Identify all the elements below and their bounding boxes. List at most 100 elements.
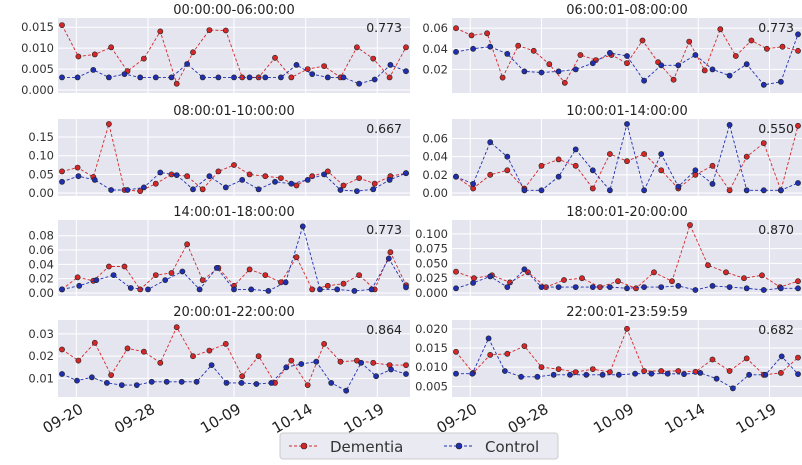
control-data-point xyxy=(403,284,409,291)
panel-title: 18:00:01-20:00:00 xyxy=(566,205,687,220)
control-data-point xyxy=(299,223,306,230)
dementia-series-line xyxy=(455,223,799,289)
dementia-data-point xyxy=(199,277,206,283)
control-data-point xyxy=(616,371,622,378)
panel-title: 10:00:01-14:00:00 xyxy=(566,104,687,119)
control-data-point xyxy=(675,282,682,289)
dementia-data-point xyxy=(231,162,237,168)
control-data-point xyxy=(504,51,511,57)
control-data-point xyxy=(624,53,630,59)
panel-title: 20:00:01-22:00:00 xyxy=(173,305,294,320)
dementia-data-point xyxy=(157,359,164,366)
y-tick-label: 0.050 xyxy=(415,256,448,270)
control-data-point xyxy=(206,173,213,180)
control-data-point xyxy=(681,371,687,377)
x-tick-label: 10-14 xyxy=(661,400,708,437)
control-data-point xyxy=(140,184,147,191)
dementia-data-point xyxy=(748,37,755,44)
control-data-point xyxy=(624,285,630,292)
dementia-data-point xyxy=(356,272,362,278)
dementia-data-point xyxy=(222,340,229,347)
control-series-line xyxy=(61,172,407,192)
dementia-data-point xyxy=(669,278,675,285)
y-tick-label: 0.000 xyxy=(21,83,54,97)
dementia-data-point xyxy=(795,278,801,285)
dementia-data-point xyxy=(91,51,98,58)
dementia-data-point xyxy=(561,79,568,86)
y-tick-label: 0.03 xyxy=(28,327,54,341)
control-data-point xyxy=(760,187,767,194)
control-data-point xyxy=(453,285,459,292)
control-data-point xyxy=(385,255,392,262)
control-data-point xyxy=(760,287,767,293)
dementia-series-line xyxy=(455,27,799,84)
dementia-data-point xyxy=(487,171,494,178)
dementia-data-point xyxy=(403,362,409,368)
control-data-point xyxy=(648,370,655,377)
control-data-point xyxy=(277,74,284,81)
dementia-data-point xyxy=(304,66,311,72)
dementia-data-point xyxy=(572,162,579,169)
dementia-data-point xyxy=(293,182,300,189)
dementia-data-point xyxy=(108,372,114,378)
y-tick-label: 0.10 xyxy=(28,149,54,163)
control-data-point xyxy=(238,379,245,386)
control-data-point xyxy=(190,186,196,193)
dementia-data-point xyxy=(59,346,65,353)
control-data-point xyxy=(268,379,275,386)
dementia-data-point xyxy=(124,345,131,352)
dementia-data-point xyxy=(59,22,65,28)
y-tick-label: 0.020 xyxy=(415,322,448,336)
control-data-point xyxy=(184,61,190,67)
dementia-data-point xyxy=(140,348,147,355)
y-tick-label: 0.06 xyxy=(422,132,448,146)
control-data-point xyxy=(89,374,95,381)
legend-dementia-marker xyxy=(300,442,308,450)
y-tick-label: 0.08 xyxy=(28,229,54,243)
control-data-point xyxy=(343,387,350,394)
control-data-point xyxy=(110,272,117,278)
panel-3: 0.00 0.05 0.10 0.15 08:00:01-10:00:00 0.667 xyxy=(28,104,410,200)
y-tick-label: 0.04 xyxy=(28,257,54,271)
y-tick-label: 0.075 xyxy=(415,242,448,256)
control-data-point xyxy=(589,60,596,67)
control-data-point xyxy=(179,268,186,275)
y-tick-label: 0.005 xyxy=(21,62,54,76)
y-tick-label: 0.00 xyxy=(28,186,54,200)
x-axis-layer: 09-20 09-28 10-09 10-14 10-19 09-20 09-28 10-09… xyxy=(40,400,780,437)
control-data-point xyxy=(282,279,289,286)
control-data-point xyxy=(487,273,494,280)
control-data-point xyxy=(555,173,562,180)
panel-annotation: 0.773 xyxy=(366,222,402,237)
control-data-point xyxy=(501,368,508,374)
y-tick-label: 0.02 xyxy=(28,272,54,286)
dementia-data-point xyxy=(624,60,630,67)
control-data-point xyxy=(199,74,206,81)
control-data-point xyxy=(168,74,175,81)
x-tick-label: 10-09 xyxy=(590,400,637,437)
control-data-point xyxy=(59,178,65,185)
y-tick-label: 0.06 xyxy=(422,21,448,35)
control-data-point xyxy=(334,286,341,293)
control-data-point xyxy=(75,173,82,180)
dementia-data-point xyxy=(206,347,213,354)
dementia-data-point xyxy=(152,272,159,278)
control-data-point xyxy=(453,370,459,377)
control-data-point xyxy=(90,67,97,73)
y-tick-label: 0.06 xyxy=(28,243,54,257)
control-data-point xyxy=(624,121,630,127)
control-data-point xyxy=(403,371,409,377)
panel-annotation: 0.773 xyxy=(758,20,794,35)
control-data-point xyxy=(709,282,716,289)
x-tick-label: 09-28 xyxy=(505,400,552,437)
dementia-data-point xyxy=(641,368,647,374)
control-data-point xyxy=(453,173,459,180)
dementia-data-point xyxy=(255,353,262,360)
control-data-point xyxy=(148,378,155,385)
legend-frame xyxy=(279,432,559,460)
dementia-data-point xyxy=(579,275,585,282)
dementia-data-point xyxy=(321,63,327,69)
